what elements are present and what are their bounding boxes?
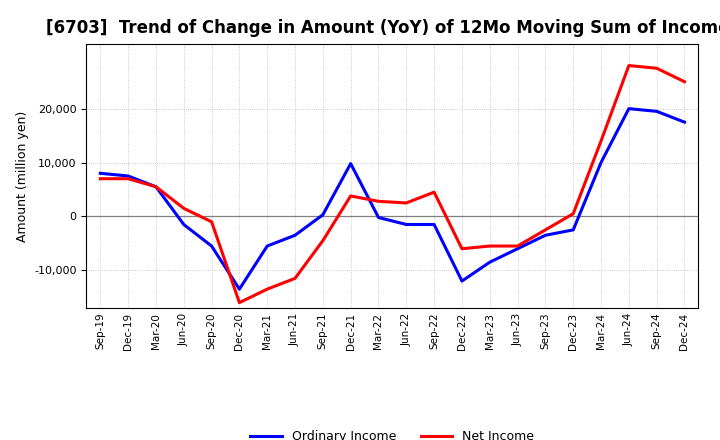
Ordinary Income xyxy=(235,286,243,292)
Ordinary Income xyxy=(597,160,606,165)
Net Income xyxy=(597,138,606,143)
Y-axis label: Amount (million yen): Amount (million yen) xyxy=(16,110,29,242)
Net Income xyxy=(569,211,577,216)
Net Income xyxy=(346,193,355,198)
Net Income xyxy=(513,243,522,249)
Net Income xyxy=(96,176,104,181)
Ordinary Income xyxy=(541,233,550,238)
Ordinary Income xyxy=(152,184,161,189)
Line: Net Income: Net Income xyxy=(100,66,685,303)
Title: [6703]  Trend of Change in Amount (YoY) of 12Mo Moving Sum of Incomes: [6703] Trend of Change in Amount (YoY) o… xyxy=(45,19,720,37)
Ordinary Income xyxy=(124,173,132,179)
Ordinary Income xyxy=(96,171,104,176)
Net Income xyxy=(152,184,161,189)
Legend: Ordinary Income, Net Income: Ordinary Income, Net Income xyxy=(246,425,539,440)
Net Income xyxy=(680,79,689,84)
Net Income xyxy=(624,63,633,68)
Net Income xyxy=(318,238,327,243)
Ordinary Income xyxy=(207,243,216,249)
Net Income xyxy=(207,219,216,224)
Net Income xyxy=(179,205,188,211)
Ordinary Income xyxy=(402,222,410,227)
Net Income xyxy=(541,227,550,232)
Net Income xyxy=(430,190,438,195)
Ordinary Income xyxy=(291,233,300,238)
Ordinary Income xyxy=(430,222,438,227)
Net Income xyxy=(263,286,271,292)
Net Income xyxy=(374,199,383,204)
Line: Ordinary Income: Ordinary Income xyxy=(100,109,685,289)
Ordinary Income xyxy=(485,260,494,265)
Ordinary Income xyxy=(513,246,522,251)
Ordinary Income xyxy=(346,161,355,166)
Net Income xyxy=(235,300,243,305)
Ordinary Income xyxy=(179,222,188,227)
Net Income xyxy=(485,243,494,249)
Ordinary Income xyxy=(680,120,689,125)
Net Income xyxy=(402,200,410,205)
Ordinary Income xyxy=(374,215,383,220)
Net Income xyxy=(458,246,467,251)
Ordinary Income xyxy=(652,109,661,114)
Ordinary Income xyxy=(569,227,577,232)
Ordinary Income xyxy=(458,279,467,284)
Ordinary Income xyxy=(263,243,271,249)
Net Income xyxy=(291,276,300,281)
Ordinary Income xyxy=(624,106,633,111)
Net Income xyxy=(124,176,132,181)
Ordinary Income xyxy=(318,212,327,217)
Net Income xyxy=(652,66,661,71)
